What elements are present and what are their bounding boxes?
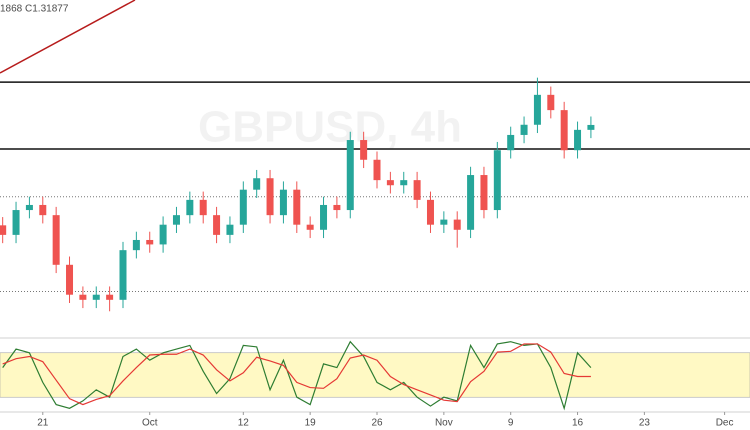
candle-body xyxy=(293,189,301,225)
x-tick-label: 21 xyxy=(37,418,49,429)
candle-body xyxy=(119,250,127,300)
x-tick-label: Nov xyxy=(435,418,453,429)
candle-body xyxy=(493,150,501,211)
x-tick-label: 23 xyxy=(639,418,651,429)
trend-line xyxy=(0,0,136,74)
x-tick-label: 16 xyxy=(572,418,584,429)
candle-body xyxy=(39,204,47,216)
x-tick-label: 19 xyxy=(305,418,317,429)
candle-body xyxy=(239,189,247,225)
candle-body xyxy=(226,224,234,235)
header: 1868 C1.31877 xyxy=(0,4,69,15)
candle-body xyxy=(172,215,180,225)
candle-body xyxy=(159,224,167,245)
candle-body xyxy=(320,204,328,230)
band xyxy=(0,352,750,398)
candle-body xyxy=(306,224,314,230)
x-tick-label: 9 xyxy=(508,418,514,429)
candle-body xyxy=(373,159,381,181)
candle-body xyxy=(440,219,448,225)
candle-body xyxy=(12,210,20,235)
candle-body xyxy=(92,294,100,300)
candle-body xyxy=(0,225,7,235)
x-tick-label: Oct xyxy=(142,418,158,429)
candle-body xyxy=(467,175,475,230)
candle-body xyxy=(106,294,114,300)
candle-body xyxy=(333,204,341,211)
x-tick-label: 26 xyxy=(371,418,383,429)
candle-body xyxy=(253,178,261,190)
candle-body xyxy=(533,94,541,125)
candle-body xyxy=(507,134,515,151)
candle-body xyxy=(413,180,421,200)
candle-body xyxy=(66,264,74,295)
candle-body xyxy=(360,140,368,160)
candle-body xyxy=(213,215,221,235)
candle-body xyxy=(199,199,207,216)
candle-body xyxy=(146,239,154,245)
x-tick-label: Dec xyxy=(716,418,734,429)
candle-body xyxy=(426,199,434,225)
candle-body xyxy=(547,94,555,111)
stoch-line xyxy=(2,343,591,406)
candle-body xyxy=(279,189,287,216)
candle-body xyxy=(346,140,354,211)
candle-body xyxy=(186,199,194,216)
stoch-line xyxy=(2,340,592,411)
candle-body xyxy=(266,178,274,216)
candle-body xyxy=(25,204,33,211)
candle-body xyxy=(79,294,87,300)
candle-body xyxy=(480,175,488,211)
candle-body xyxy=(520,124,528,135)
candle-body xyxy=(453,219,461,230)
x-tick-label: 12 xyxy=(238,418,250,429)
candle-body xyxy=(400,180,408,186)
candle-body xyxy=(132,239,140,251)
watermark: GBPUSD, 4h xyxy=(198,103,462,152)
candle-body xyxy=(560,110,568,151)
candle-body xyxy=(574,129,582,151)
candle-body xyxy=(386,180,394,186)
candle-body xyxy=(587,124,595,130)
candle-body xyxy=(52,215,60,265)
